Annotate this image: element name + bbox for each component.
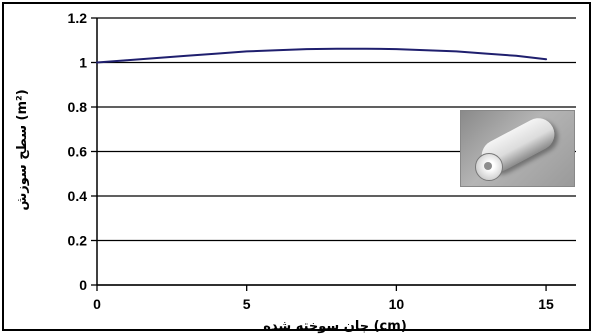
y-axis-title: سطح سوزش (m²) [15, 89, 30, 210]
y-tick-label-2: 0.4 [68, 188, 88, 204]
x-tick-label-2: 10 [389, 296, 405, 312]
series-layer [96, 47, 548, 64]
y-tick-label-0: 0 [79, 277, 87, 293]
y-tick-label-1: 0.2 [68, 233, 88, 249]
x-tick-label-3: 15 [538, 296, 554, 312]
x-tick-label-0: 0 [93, 296, 101, 312]
y-tick-label-3: 0.6 [68, 144, 88, 160]
series-line-0 [96, 47, 548, 64]
y-tick-label-6: 1.2 [68, 10, 88, 26]
x-tick-label-1: 5 [243, 296, 251, 312]
y-tick-label-5: 1 [79, 55, 87, 71]
x-axis-title: جان سوخته شده (cm) [263, 319, 407, 334]
y-tick-label-4: 0.8 [68, 99, 88, 115]
tick-labels: 0 0.2 0.4 0.6 0.8 1 1.2 0 5 10 15 [68, 10, 555, 312]
grain-cylinder-icon [460, 110, 575, 187]
axes [91, 17, 576, 291]
